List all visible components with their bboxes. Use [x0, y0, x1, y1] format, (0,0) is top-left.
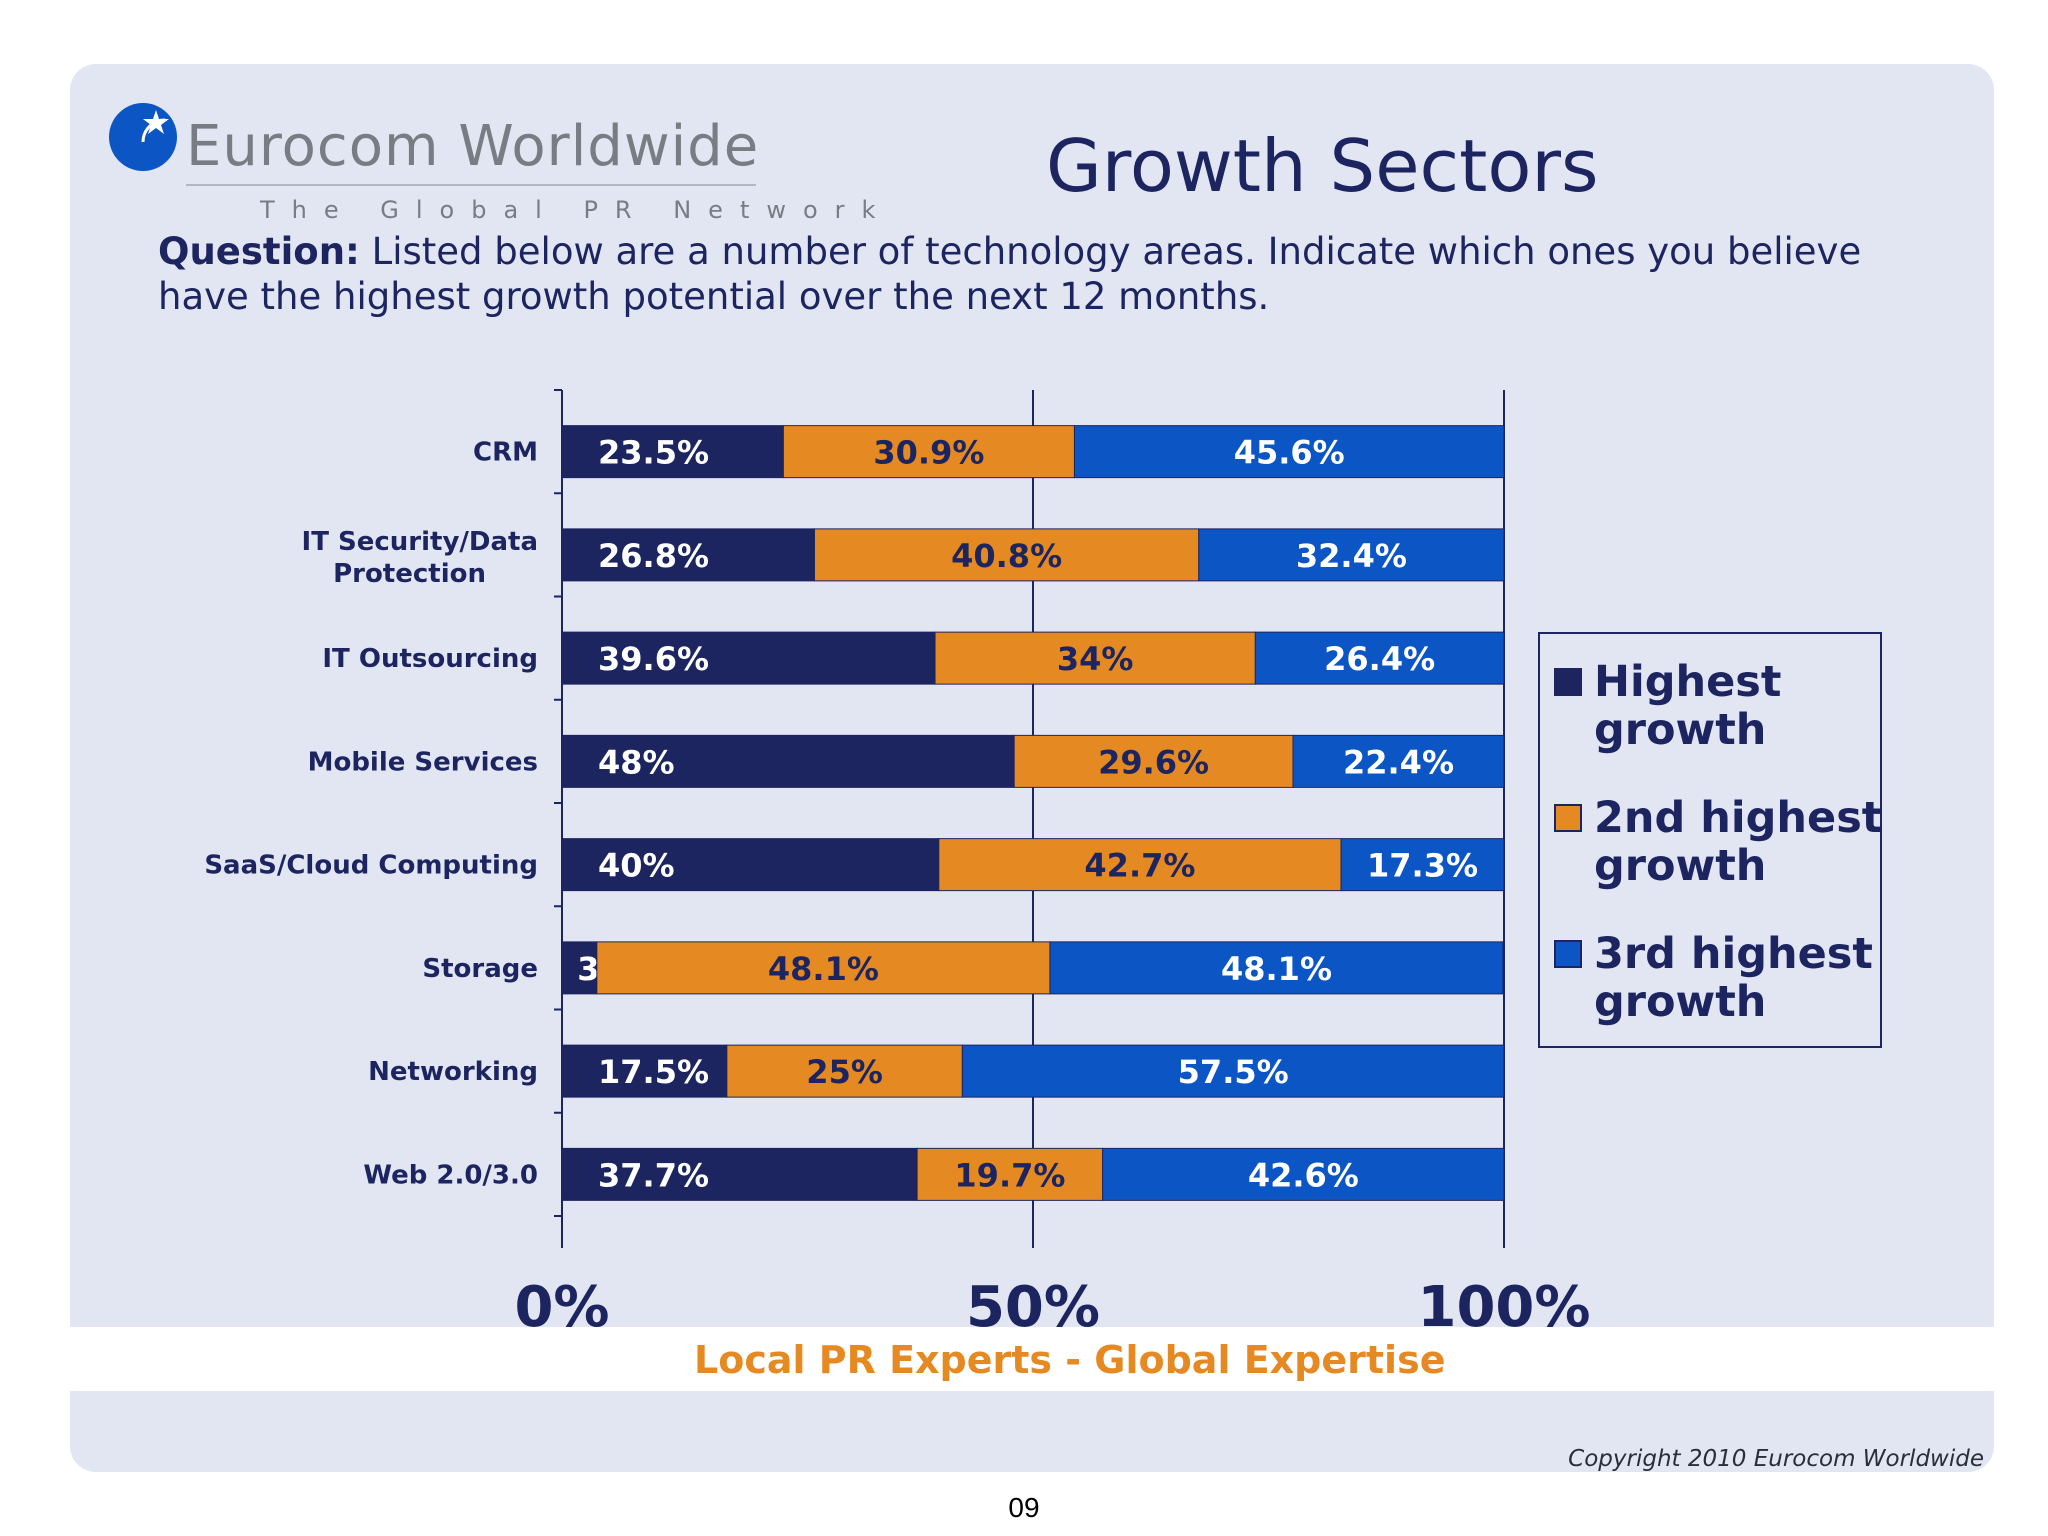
bar-2-5 — [1049, 941, 1504, 995]
bar-0-4 — [561, 838, 940, 892]
bar-1-1 — [813, 528, 1200, 582]
data-label-1-7: 19.7% — [954, 1156, 1065, 1194]
data-label-0-7: 37.7% — [598, 1156, 709, 1194]
data-label-0-2: 39.6% — [598, 640, 709, 678]
data-label-0-6: 17.5% — [598, 1053, 709, 1091]
slide-panel: Eurocom Worldwide The Global PR Network … — [70, 64, 1994, 1472]
x-tick-label-1: 50% — [966, 1275, 1100, 1340]
chart-legend: Highest growth 2nd highest growth 3rd hi… — [1538, 632, 1882, 1048]
bar-1-5 — [596, 941, 1051, 995]
category-label-5: Storage — [422, 954, 538, 984]
footer-slogan: Local PR Experts - Global Expertise — [694, 1338, 1446, 1382]
legend-label-second: 2nd highest growth — [1594, 793, 1883, 891]
bar-2-6 — [961, 1044, 1505, 1098]
bar-0-7 — [561, 1147, 918, 1201]
data-label-0-0: 23.5% — [598, 434, 709, 472]
data-label-2-3: 22.4% — [1343, 743, 1454, 781]
logo: Eurocom Worldwide The Global PR Network — [108, 102, 875, 242]
page-number: 09 — [1008, 1492, 1040, 1523]
legend-swatch-highest — [1554, 668, 1582, 696]
footer-band — [70, 1327, 1994, 1391]
bar-1-7 — [916, 1147, 1104, 1201]
bar-1-4 — [938, 838, 1342, 892]
slide-title: Growth Sectors — [1046, 124, 1599, 208]
data-label-1-2: 34% — [1057, 640, 1134, 678]
data-label-2-0: 45.6% — [1234, 434, 1345, 472]
data-label-1-4: 42.7% — [1084, 847, 1195, 885]
data-label-2-5: 48.1% — [1221, 950, 1332, 988]
question-text: Question: Listed below are a number of t… — [158, 229, 1938, 319]
legend-label-highest: Highest growth — [1594, 657, 1782, 755]
bar-0-3 — [561, 734, 1015, 788]
category-label-2: IT Outsourcing — [322, 644, 538, 674]
category-label-3: Mobile Services — [308, 747, 538, 777]
copyright-text: Copyright 2010 Eurocom Worldwide — [1568, 1446, 1984, 1472]
bar-0-0 — [561, 425, 784, 479]
data-label-1-5: 48.1% — [768, 950, 879, 988]
x-tick-label-2: 100% — [1417, 1275, 1590, 1340]
logo-tagline: The Global PR Network — [260, 196, 893, 224]
question-body: Listed below are a number of technology … — [158, 230, 1862, 318]
data-label-1-3: 29.6% — [1098, 743, 1209, 781]
category-label-7: Web 2.0/3.0 — [363, 1160, 538, 1190]
legend-label-third: 3rd highest growth — [1594, 929, 1873, 1027]
category-label-6: Networking — [368, 1057, 538, 1087]
bar-1-3 — [1013, 734, 1294, 788]
bar-0-2 — [561, 631, 936, 685]
bar-2-3 — [1292, 734, 1505, 788]
data-label-0-1: 26.8% — [598, 537, 709, 575]
bar-2-7 — [1102, 1147, 1505, 1201]
bar-2-0 — [1073, 425, 1505, 479]
bar-1-2 — [934, 631, 1256, 685]
category-label-4: SaaS/Cloud Computing — [204, 851, 538, 881]
data-label-1-6: 25% — [806, 1053, 883, 1091]
bar-1-0 — [782, 425, 1075, 479]
data-label-2-1: 32.4% — [1296, 537, 1407, 575]
category-label-0: CRM — [473, 438, 538, 468]
x-tick-label-0: 0% — [514, 1275, 609, 1340]
data-label-1-0: 30.9% — [873, 434, 984, 472]
data-label-2-4: 17.3% — [1367, 847, 1478, 885]
data-label-0-4: 40% — [598, 847, 675, 885]
legend-swatch-third — [1554, 940, 1582, 968]
bar-1-6 — [726, 1044, 963, 1098]
bar-0-5 — [561, 941, 598, 995]
stacked-bar-chart: 0% 50% 100% CRM 23.5% 30.9% 45.6% IT Security/D… — [204, 389, 1591, 1340]
bar-2-4 — [1340, 838, 1505, 892]
legend-swatch-second — [1554, 804, 1582, 832]
bar-2-1 — [1198, 528, 1505, 582]
bar-2-2 — [1254, 631, 1505, 685]
data-label-2-7: 42.6% — [1248, 1156, 1359, 1194]
bar-0-1 — [561, 528, 815, 582]
logo-divider — [186, 184, 756, 186]
question-label: Question: — [158, 230, 360, 273]
data-label-1-1: 40.8% — [951, 537, 1062, 575]
data-label-2-2: 26.4% — [1324, 640, 1435, 678]
category-label-1: IT Security/Data Protection — [302, 527, 538, 589]
data-label-0-3: 48% — [598, 743, 675, 781]
data-label-2-6: 57.5% — [1178, 1053, 1289, 1091]
globe-star-icon — [109, 103, 177, 171]
logo-name: Eurocom Worldwide — [186, 114, 760, 179]
